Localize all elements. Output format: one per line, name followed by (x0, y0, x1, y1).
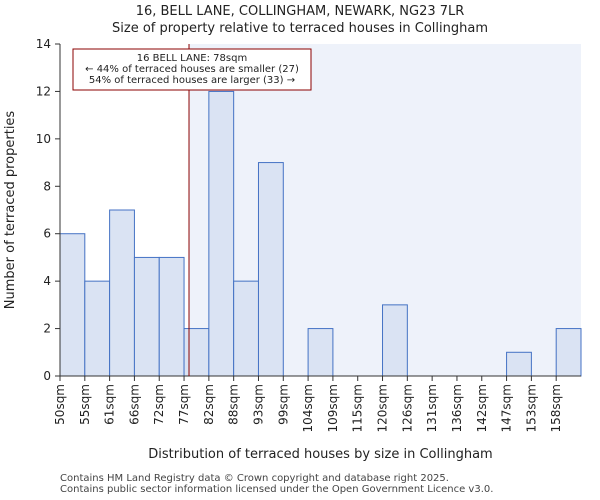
y-tick-label: 6 (43, 227, 51, 241)
x-tick-label: 66sqm (127, 384, 141, 425)
x-tick-label: 153sqm (524, 384, 538, 432)
bar-93sqm (257, 162, 284, 377)
x-tick-label: 147sqm (500, 384, 514, 432)
x-tick-label: 72sqm (152, 384, 166, 425)
y-tick-label: 14 (36, 37, 51, 51)
bar-61sqm (109, 209, 135, 377)
bar-50sqm (59, 233, 86, 377)
x-tick-label: 50sqm (53, 384, 67, 425)
y-tick-label: 10 (36, 132, 51, 146)
x-tick-label: 93sqm (251, 384, 265, 425)
annotation-line-2: ← 44% of terraced houses are smaller (27… (85, 64, 299, 75)
bar-104sqm (307, 328, 334, 377)
x-tick-label: 131sqm (425, 384, 439, 432)
x-axis-label: Distribution of terraced houses by size … (148, 447, 492, 462)
footer-line-1: Contains HM Land Registry data © Crown c… (60, 473, 449, 484)
x-tick-label: 120sqm (376, 384, 390, 432)
bar-88sqm (233, 280, 259, 377)
y-tick-label: 4 (43, 274, 51, 288)
x-tick-label: 61sqm (103, 384, 117, 425)
y-tick-label: 8 (43, 179, 51, 193)
bar-120sqm (382, 304, 408, 377)
x-tick-label: 55sqm (78, 384, 92, 425)
bar-77sqm (183, 328, 210, 377)
y-axis-label: Number of terraced properties (3, 111, 18, 310)
x-tick-label: 82sqm (202, 384, 216, 425)
bar-158sqm (555, 328, 582, 377)
bar-147sqm (506, 351, 532, 377)
chart-title: 16, BELL LANE, COLLINGHAM, NEWARK, NG23 … (135, 4, 465, 19)
x-tick-label: 104sqm (301, 384, 315, 432)
bar-55sqm (84, 280, 111, 377)
x-tick-label: 88sqm (227, 384, 241, 425)
annotation-box: 16 BELL LANE: 78sqm ← 44% of terraced ho… (72, 48, 312, 91)
annotation-frame (72, 48, 312, 91)
annotation-line-3: 54% of terraced houses are larger (33) → (89, 75, 295, 86)
x-tick-label: 77sqm (177, 384, 191, 425)
y-tick-label: 2 (43, 322, 51, 336)
x-tick-label: 99sqm (276, 384, 290, 425)
y-tick-label: 12 (36, 84, 51, 98)
x-tick-label: 126sqm (400, 384, 414, 432)
annotation-line-1: 16 BELL LANE: 78sqm (137, 53, 247, 64)
x-tick-label: 142sqm (475, 384, 489, 432)
bar-66sqm (133, 256, 160, 377)
bar-72sqm (158, 256, 185, 377)
x-tick-label: 115sqm (351, 384, 365, 432)
x-tick-label: 109sqm (326, 384, 340, 432)
chart-subtitle: Size of property relative to terraced ho… (112, 21, 488, 36)
bar-chart: 0 2 4 6 8 10 12 14 50sqm 55sqm 61sqm 66sqm 72sqm 77s… (3, 37, 582, 462)
bar-82sqm (208, 90, 235, 377)
y-tick-label: 0 (43, 369, 51, 383)
x-tick-label: 136sqm (450, 384, 464, 432)
footer-line-2: Contains public sector information licen… (60, 484, 494, 495)
x-tick-label: 158sqm (549, 384, 563, 432)
